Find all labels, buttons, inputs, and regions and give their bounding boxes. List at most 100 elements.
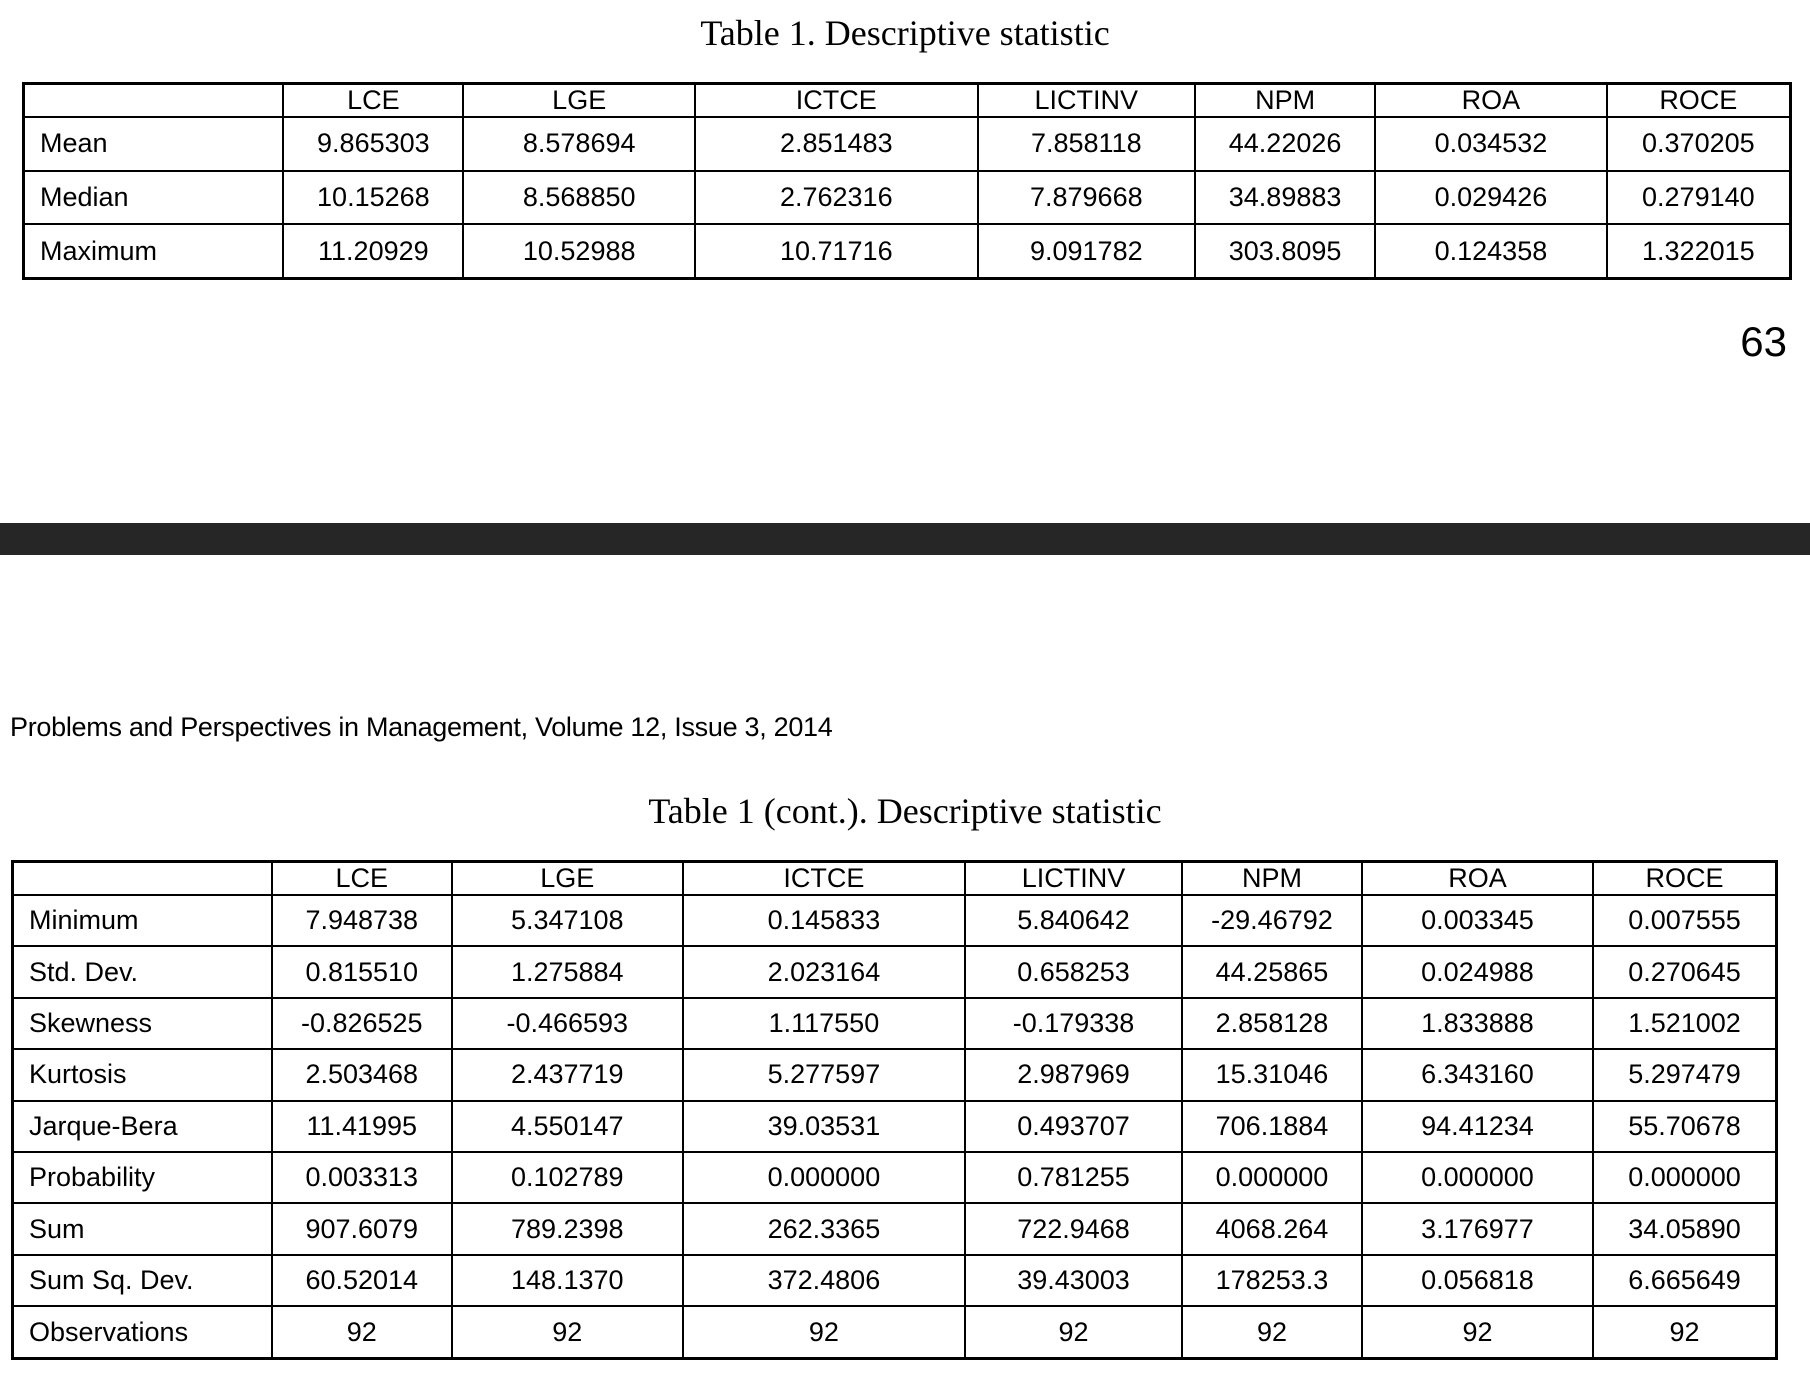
table-cell: 9.865303 xyxy=(282,116,465,172)
table-cell: 92 xyxy=(450,1305,684,1360)
table-cell: 5.840642 xyxy=(964,893,1183,948)
row-label: Probability xyxy=(11,1151,273,1205)
table-row: Observations 92 92 92 92 92 92 92 xyxy=(11,1305,1778,1360)
column-header-lge: LGE xyxy=(462,82,696,118)
table-row: Kurtosis 2.503468 2.437719 5.277597 2.987969… xyxy=(11,1048,1778,1102)
table-cell: 706.1884 xyxy=(1181,1099,1363,1154)
row-label: Std. Dev. xyxy=(11,945,273,999)
table-cell: 1.833888 xyxy=(1360,996,1595,1051)
table-cell: 39.43003 xyxy=(964,1253,1183,1308)
table-cell: 0.781255 xyxy=(964,1151,1183,1205)
table-cell: 7.858118 xyxy=(976,116,1196,172)
table-cell: 0.034532 xyxy=(1374,116,1608,172)
column-header-blank xyxy=(11,860,273,896)
table-cell: 5.277597 xyxy=(681,1048,967,1102)
row-label: Maximum xyxy=(22,223,285,280)
row-label: Jarque-Bera xyxy=(11,1099,273,1154)
table-cell: -0.826525 xyxy=(270,996,453,1051)
row-label: Sum Sq. Dev. xyxy=(11,1253,273,1308)
table-cell: 148.1370 xyxy=(450,1253,684,1308)
header-row: LCE LGE ICTCE LICTINV NPM ROA ROCE xyxy=(11,860,1778,896)
table-cell: 2.858128 xyxy=(1181,996,1363,1051)
column-header-npm: NPM xyxy=(1193,82,1377,118)
table-cell: 11.41995 xyxy=(270,1099,453,1154)
table-cell: 92 xyxy=(1181,1305,1363,1360)
table-row: Std. Dev. 0.815510 1.275884 2.023164 0.65825… xyxy=(11,945,1778,999)
table-cell: 2.437719 xyxy=(450,1048,684,1102)
column-header-lictinv: LICTINV xyxy=(976,82,1196,118)
column-header-lce: LCE xyxy=(270,860,453,896)
table-cell: 0.815510 xyxy=(270,945,453,999)
table-cell: 0.000000 xyxy=(1360,1151,1595,1205)
table-cell: 0.658253 xyxy=(964,945,1183,999)
table-cell: 92 xyxy=(1360,1305,1595,1360)
table-cell: 4.550147 xyxy=(450,1099,684,1154)
table-cell: 92 xyxy=(681,1305,967,1360)
table-cell: -0.466593 xyxy=(450,996,684,1051)
table-cell: 789.2398 xyxy=(450,1202,684,1256)
column-header-ictce: ICTCE xyxy=(681,860,967,896)
table-cell: 92 xyxy=(1592,1305,1778,1360)
row-label: Mean xyxy=(22,116,285,172)
table-cell: 6.665649 xyxy=(1592,1253,1778,1308)
table-cell: 5.347108 xyxy=(450,893,684,948)
table-cell: 3.176977 xyxy=(1360,1202,1595,1256)
column-header-lictinv: LICTINV xyxy=(964,860,1183,896)
table-cell: 7.879668 xyxy=(976,169,1196,226)
column-header-roa: ROA xyxy=(1360,860,1595,896)
table-cell: 0.124358 xyxy=(1374,223,1608,280)
table-row: Sum 907.6079 789.2398 262.3365 722.9468 4068.… xyxy=(11,1202,1778,1256)
table-cell: 0.003313 xyxy=(270,1151,453,1205)
table-cell: 0.145833 xyxy=(681,893,967,948)
table-cell: 44.22026 xyxy=(1193,116,1377,172)
column-header-blank xyxy=(22,82,285,118)
table-cell: 372.4806 xyxy=(681,1253,967,1308)
row-label: Skewness xyxy=(11,996,273,1051)
table-cell: 262.3365 xyxy=(681,1202,967,1256)
journal-header-line: Problems and Perspectives in Management,… xyxy=(10,712,833,742)
row-label: Sum xyxy=(11,1202,273,1256)
table-cell: 722.9468 xyxy=(964,1202,1183,1256)
table-cell: 10.15268 xyxy=(282,169,465,226)
table-1-cont-title: Table 1 (cont.). Descriptive statistic xyxy=(648,791,1162,831)
table-cell: 2.762316 xyxy=(693,169,979,226)
header-row: LCE LGE ICTCE LICTINV NPM ROA ROCE xyxy=(22,82,1792,118)
table-cell: 6.343160 xyxy=(1360,1048,1595,1102)
table-cell: 1.322015 xyxy=(1605,223,1792,280)
table-cell: 0.370205 xyxy=(1605,116,1792,172)
table-cell: 1.275884 xyxy=(450,945,684,999)
table-cell: 15.31046 xyxy=(1181,1048,1363,1102)
descriptive-statistics-table: LCE LGE ICTCE LICTINV NPM ROA ROCE Mean 9.865303… xyxy=(22,82,1792,280)
table-cell: 0.003345 xyxy=(1360,893,1595,948)
table-cell: 178253.3 xyxy=(1181,1253,1363,1308)
table-cell: 0.279140 xyxy=(1605,169,1792,226)
row-label: Median xyxy=(22,169,285,226)
table-cell: 1.117550 xyxy=(681,996,967,1051)
table-cell: 0.000000 xyxy=(1592,1151,1778,1205)
column-header-ictce: ICTCE xyxy=(693,82,979,118)
table-cell: 92 xyxy=(270,1305,453,1360)
table-cell: 0.270645 xyxy=(1592,945,1778,999)
table-cell: 44.25865 xyxy=(1181,945,1363,999)
column-header-lce: LCE xyxy=(282,82,465,118)
table-cell: 907.6079 xyxy=(270,1202,453,1256)
table-row: Skewness -0.826525 -0.466593 1.117550 -0.179… xyxy=(11,996,1778,1051)
table-row: Jarque-Bera 11.41995 4.550147 39.03531 0.493… xyxy=(11,1099,1778,1154)
table-cell: 0.000000 xyxy=(1181,1151,1363,1205)
column-header-lge: LGE xyxy=(450,860,684,896)
table-cell: 0.102789 xyxy=(450,1151,684,1205)
page-separator-bar xyxy=(0,523,1810,555)
table-cell: 2.851483 xyxy=(693,116,979,172)
descriptive-statistics-table-cont: LCE LGE ICTCE LICTINV NPM ROA ROCE Minimum 7.948… xyxy=(11,860,1778,1360)
table-cell: 0.000000 xyxy=(681,1151,967,1205)
table-cell: 9.091782 xyxy=(976,223,1196,280)
table-cell: 55.70678 xyxy=(1592,1099,1778,1154)
table-cell: 60.52014 xyxy=(270,1253,453,1308)
column-header-npm: NPM xyxy=(1181,860,1363,896)
table-cell: 2.023164 xyxy=(681,945,967,999)
table-cell: 8.578694 xyxy=(462,116,696,172)
table-cell: 34.05890 xyxy=(1592,1202,1778,1256)
table-row: Sum Sq. Dev. 60.52014 148.1370 372.4806 39.4… xyxy=(11,1253,1778,1308)
table-cell: 4068.264 xyxy=(1181,1202,1363,1256)
column-header-roce: ROCE xyxy=(1605,82,1792,118)
